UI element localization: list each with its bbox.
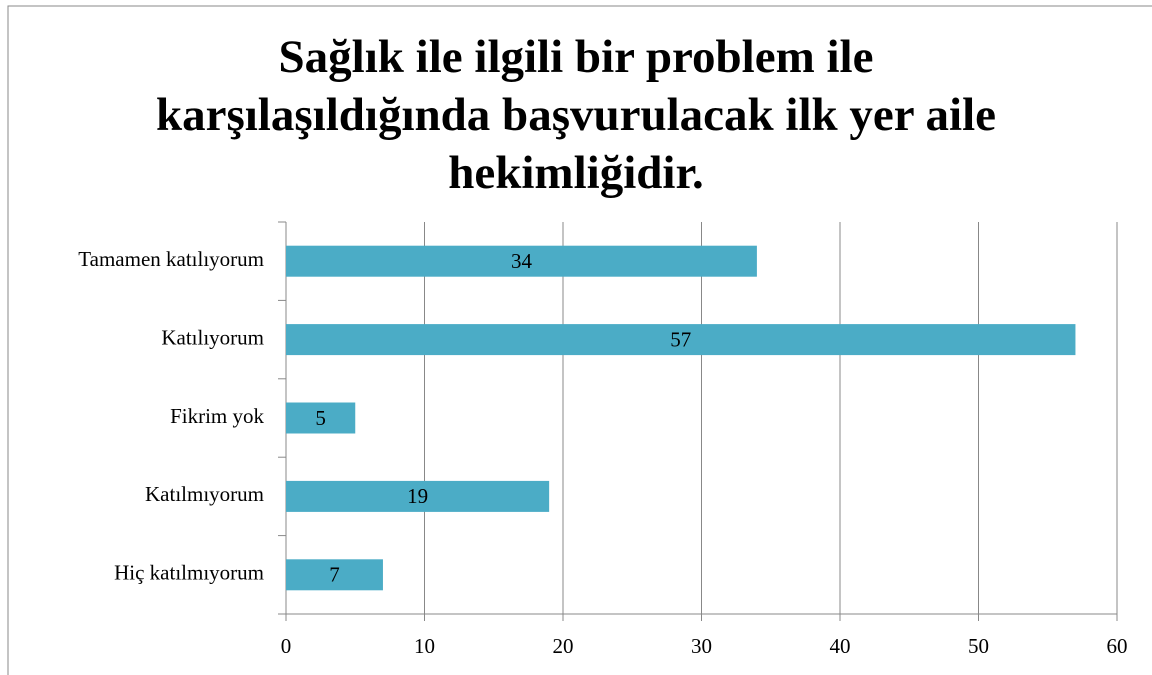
- x-tick-label: 10: [414, 634, 435, 658]
- bar: [286, 245, 757, 277]
- x-tick-label: 30: [691, 634, 712, 658]
- value-label: 7: [329, 563, 340, 587]
- y-tick-label: Tamamen katılıyorum: [78, 247, 264, 271]
- bar: [286, 402, 356, 434]
- value-label: 19: [407, 484, 428, 508]
- x-tick-label: 0: [281, 634, 292, 658]
- y-tick-label: Katılıyorum: [161, 325, 264, 349]
- x-tick-label: 20: [553, 634, 574, 658]
- bar: [286, 480, 550, 512]
- value-label: 57: [670, 327, 691, 351]
- y-tick-label: Fikrim yok: [170, 404, 264, 428]
- bar: [286, 324, 1076, 356]
- y-tick-label: Katılmıyorum: [145, 482, 264, 506]
- frame: [7, 5, 1152, 675]
- x-tick-label: 60: [1107, 634, 1128, 658]
- value-label: 5: [315, 406, 326, 430]
- bar: [286, 559, 383, 591]
- chart-title: Sağlık ile ilgili bir problem ile karşıl…: [155, 31, 997, 199]
- y-tick-label: Hiç katılmıyorum: [114, 561, 264, 585]
- x-tick-label: 40: [830, 634, 851, 658]
- value-label: 34: [511, 249, 533, 273]
- x-tick-label: 50: [968, 634, 989, 658]
